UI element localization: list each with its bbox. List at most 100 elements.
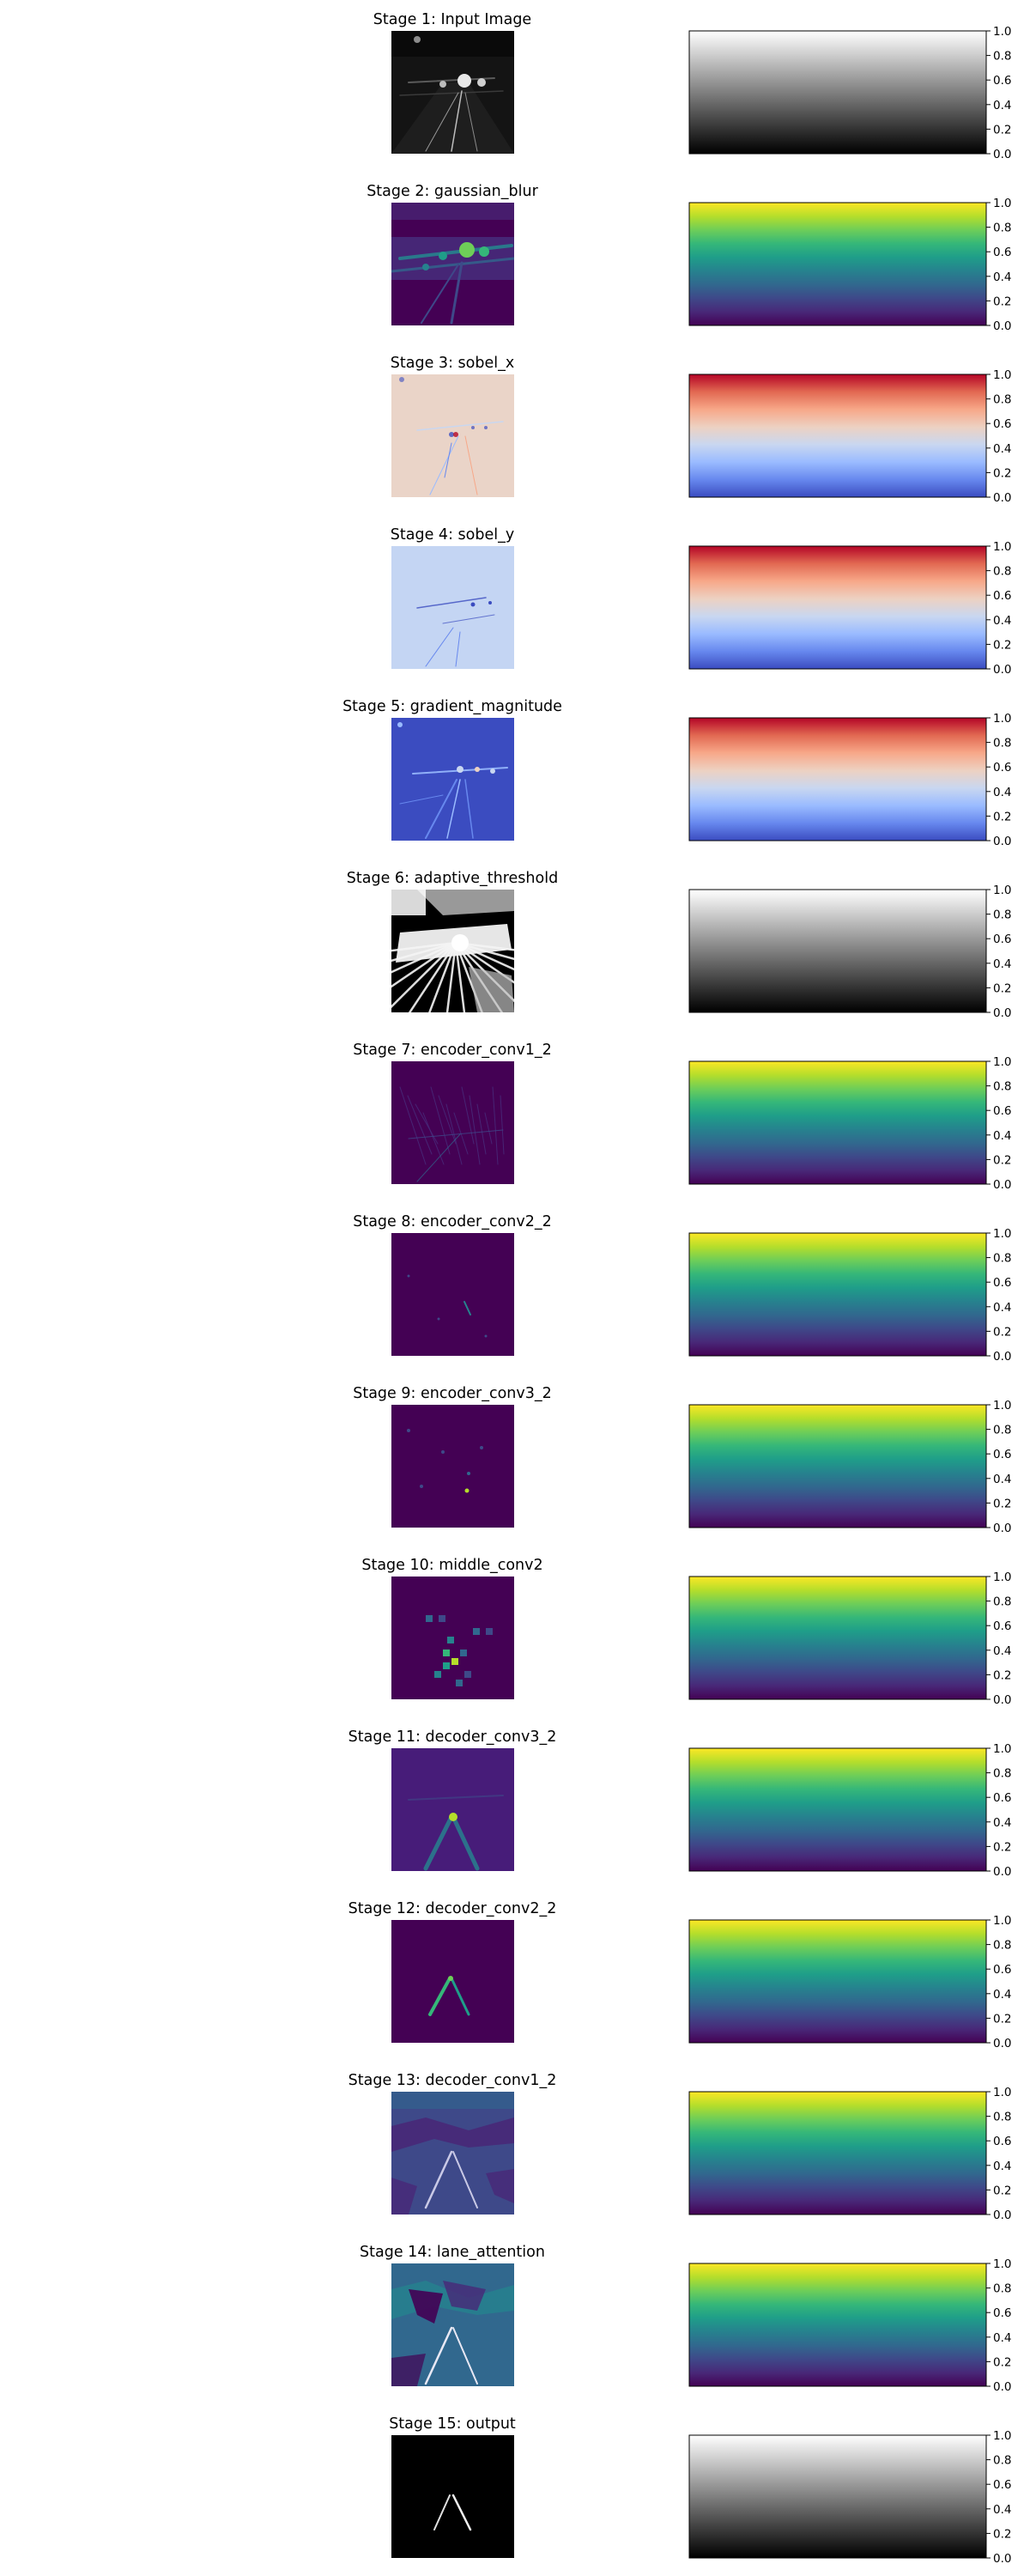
colorbar-tick-label: 1.0 (993, 1571, 1011, 1584)
colorbar-tick-label: 0.0 (993, 1865, 1011, 1879)
colorbar-tick-label: 0.6 (993, 1791, 1011, 1805)
colorbar-tick-label: 1.0 (993, 197, 1011, 210)
colorbar-tick-label: 0.0 (993, 2208, 1011, 2222)
stage-row: Stage 3: sobel_x 0.0 0.2 0.4 0.6 0.8 1.0 (391, 355, 1012, 505)
colorbar (689, 546, 986, 669)
colorbar-tick-label: 0.6 (993, 1963, 1011, 1977)
colorbar-tick-label: 0.6 (993, 246, 1011, 259)
colorbar-tick-label: 0.2 (993, 638, 1011, 652)
colorbar-tick-label: 0.2 (993, 466, 1011, 480)
colorbar-frame (688, 545, 987, 670)
colorbar-tick-label: 0.0 (993, 491, 1011, 505)
stage-row: Stage 1: Input Image 0.0 0.2 0.4 0.6 0.8 1.0 (373, 11, 1012, 161)
colorbar-tick-label: 0.6 (993, 933, 1011, 946)
colorbar-tick-label: 1.0 (993, 368, 1011, 382)
stage-image (391, 718, 514, 841)
stage-title: Stage 13: decoder_conv1_2 (348, 2072, 557, 2089)
colorbar-tick-label: 1.0 (993, 1914, 1011, 1928)
colorbar-tick-label: 1.0 (993, 2086, 1011, 2099)
stage-row: Stage 14: lane_attention 0.0 0.2 0.4 0.6 0.8 1… (360, 2244, 1011, 2394)
stage-image (391, 890, 514, 1012)
colorbar-tick-label: 0.8 (993, 737, 1011, 750)
colorbar-tick-label: 0.6 (993, 589, 1011, 603)
colorbar (689, 1405, 986, 1528)
colorbar-tick-label: 1.0 (993, 25, 1011, 39)
colorbar-tick-label: 0.2 (993, 1497, 1011, 1510)
colorbar-tick-label: 0.6 (993, 1104, 1011, 1118)
colorbar-tick-label: 0.4 (993, 957, 1011, 971)
colorbar-tick-label: 0.4 (993, 786, 1011, 799)
colorbar-frame (688, 717, 987, 841)
colorbar (689, 2092, 986, 2215)
stage-row: Stage 9: encoder_conv3_2 0.0 0.2 0.4 0.6 0.8 1… (353, 1385, 1011, 1535)
stage-image (391, 1920, 514, 2043)
colorbar-tick-label: 0.2 (993, 1668, 1011, 1682)
colorbar-tick-label: 0.6 (993, 417, 1011, 431)
stage-image (391, 2092, 514, 2215)
colorbar-tick-label: 0.6 (993, 74, 1011, 88)
colorbar-tick-label: 0.4 (993, 2331, 1011, 2345)
colorbar-tick-label: 0.2 (993, 810, 1011, 823)
colorbar-tick-label: 0.0 (993, 2552, 1011, 2566)
stage-title: Stage 3: sobel_x (391, 355, 514, 372)
colorbar-frame (688, 1747, 987, 1872)
colorbar (689, 1748, 986, 1871)
colorbar-tick-label: 0.0 (993, 1522, 1011, 1535)
stage-title: Stage 11: decoder_conv3_2 (348, 1728, 557, 1746)
stage-row: Stage 4: sobel_y 0.0 0.2 0.4 0.6 0.8 1.0 (391, 526, 1012, 677)
colorbar-tick-label: 0.0 (993, 1693, 1011, 1707)
colorbar (689, 890, 986, 1012)
stage-title: Stage 14: lane_attention (360, 2244, 545, 2261)
stage-title: Stage 7: encoder_conv1_2 (353, 1042, 552, 1059)
stage-row: Stage 8: encoder_conv2_2 0.0 0.2 0.4 0.6 0.8 1… (353, 1213, 1011, 1364)
colorbar-tick-label: 0.2 (993, 295, 1011, 308)
colorbar-tick-label: 0.0 (993, 2037, 1011, 2050)
stage-title: Stage 12: decoder_conv2_2 (348, 1900, 557, 1917)
colorbar-tick-label: 0.6 (993, 2135, 1011, 2148)
colorbar-tick-label: 0.2 (993, 2355, 1011, 2369)
colorbar-tick-label: 1.0 (993, 1055, 1011, 1069)
colorbar-tick-label: 0.4 (993, 270, 1011, 284)
colorbar-tick-label: 0.0 (993, 2380, 1011, 2394)
stage-row: Stage 6: adaptive_threshold 0.0 0.2 0.4 0.6 0… (347, 870, 1012, 1020)
colorbar (689, 203, 986, 325)
stage-title: Stage 10: middle_conv2 (361, 1557, 542, 1574)
colorbar (689, 2435, 986, 2558)
colorbar-frame (688, 889, 987, 1013)
colorbar-tick-label: 0.4 (993, 99, 1011, 112)
stage-title: Stage 1: Input Image (373, 11, 531, 28)
stage-image (391, 374, 514, 497)
colorbar-frame (688, 1576, 987, 1700)
colorbar-tick-label: 0.4 (993, 614, 1011, 628)
colorbar-tick-label: 1.0 (993, 1742, 1011, 1756)
stage-image (391, 1061, 514, 1184)
stage-row: Stage 2: gaussian_blur 0.0 0.2 0.4 0.6 0.8 1.0 (367, 183, 1011, 333)
stage-row: Stage 11: decoder_conv3_2 0.0 0.2 0.4 0.6 0.8… (348, 1728, 1012, 1879)
colorbar (689, 1577, 986, 1699)
colorbar-tick-label: 1.0 (993, 1399, 1011, 1413)
colorbar-tick-label: 0.8 (993, 393, 1011, 407)
stage-row: Stage 7: encoder_conv1_2 0.0 0.2 0.4 0.6 0.8 1… (353, 1042, 1011, 1192)
stage-image (391, 1233, 514, 1356)
colorbar-frame (688, 1060, 987, 1185)
colorbar-tick-label: 0.8 (993, 1424, 1011, 1437)
stage-image (391, 1577, 514, 1699)
colorbar-tick-label: 0.8 (993, 1767, 1011, 1781)
colorbar (689, 374, 986, 497)
stage-row: Stage 13: decoder_conv1_2 0.0 0.2 0.4 0.6 0.8… (348, 2072, 1012, 2222)
colorbar-frame (688, 2434, 987, 2559)
colorbar-tick-label: 0.4 (993, 2160, 1011, 2173)
stage-title: Stage 5: gradient_magnitude (342, 698, 562, 715)
colorbar-tick-label: 0.6 (993, 1276, 1011, 1290)
colorbar-frame (688, 1919, 987, 2044)
colorbar-frame (688, 2091, 987, 2215)
colorbar-tick-label: 0.4 (993, 1301, 1011, 1315)
colorbar-tick-label: 0.4 (993, 1816, 1011, 1830)
stage-title: Stage 6: adaptive_threshold (347, 870, 558, 887)
colorbar-tick-label: 0.4 (993, 2503, 1011, 2517)
colorbar-tick-label: 0.4 (993, 1988, 1011, 2002)
stage-image (391, 31, 514, 154)
colorbar (689, 1061, 986, 1184)
colorbar-frame (688, 202, 987, 326)
colorbar-tick-label: 1.0 (993, 712, 1011, 726)
